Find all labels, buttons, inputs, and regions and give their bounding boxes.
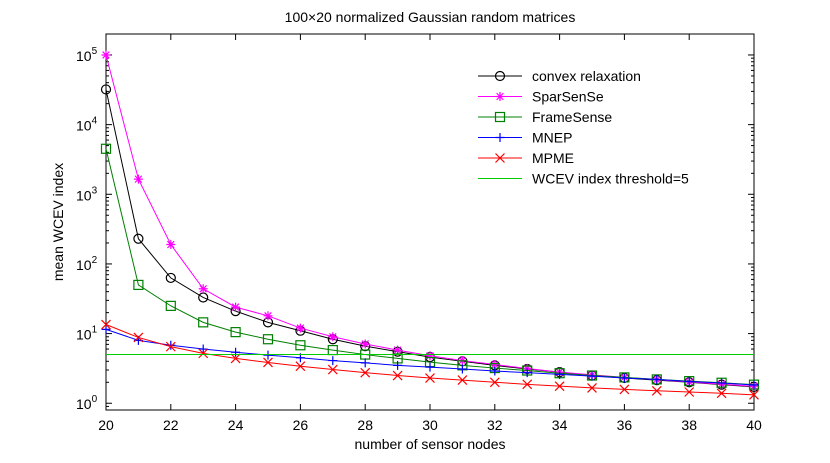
- y-axis-label: mean WCEV index: [50, 163, 66, 281]
- x-tick-label: 30: [422, 417, 438, 433]
- data-point-marker: [328, 332, 338, 342]
- series-mnep: [101, 324, 759, 390]
- data-point-marker: [133, 332, 144, 343]
- data-point-marker: [425, 351, 435, 361]
- data-point-marker: [425, 362, 435, 372]
- x-tick-label: 28: [357, 417, 373, 433]
- y-tick-label: 100: [76, 394, 98, 412]
- data-point-marker: [263, 311, 273, 321]
- legend-label: MNEP: [532, 130, 572, 146]
- data-point-marker: [101, 324, 111, 334]
- data-point-marker: [133, 233, 144, 244]
- legend-marker: [495, 92, 505, 101]
- data-point-marker: [100, 84, 112, 95]
- x-tick-label: 22: [163, 417, 179, 433]
- data-point-marker: [263, 350, 273, 360]
- x-tick-label: 40: [746, 417, 762, 433]
- x-axis-label: number of sensor nodes: [355, 436, 506, 452]
- data-point-marker: [393, 345, 403, 355]
- data-point-marker: [295, 340, 306, 351]
- data-point-marker: [165, 341, 176, 352]
- legend-marker: [494, 70, 506, 82]
- data-point-marker: [100, 143, 112, 154]
- y-tick-label: 101: [76, 325, 98, 343]
- data-point-marker: [295, 323, 305, 333]
- data-point-marker: [490, 366, 500, 376]
- data-point-marker: [393, 360, 403, 370]
- data-point-marker: [555, 369, 565, 379]
- data-point-marker: [360, 339, 370, 349]
- data-point-marker: [392, 370, 403, 381]
- data-point-marker: [101, 319, 111, 330]
- data-point-marker: [360, 367, 371, 378]
- data-point-marker: [231, 347, 241, 357]
- data-point-marker: [684, 387, 695, 397]
- x-tick-label: 32: [487, 417, 503, 433]
- legend-label: convex relaxation: [532, 68, 641, 84]
- legend-label: WCEV index threshold=5: [532, 171, 689, 187]
- y-tick-label: 102: [76, 255, 98, 273]
- data-point-marker: [198, 317, 209, 328]
- data-point-marker: [522, 368, 532, 378]
- data-point-marker: [717, 378, 727, 388]
- x-tick-label: 24: [228, 417, 244, 433]
- data-point-marker: [198, 284, 208, 294]
- legend: convex relaxation SparSenSe FrameSense MNEP…: [478, 68, 689, 187]
- y-tick-label: 103: [76, 185, 98, 203]
- legend-label: FrameSense: [532, 109, 612, 125]
- data-point-marker: [457, 375, 468, 386]
- chart-title: 100×20 normalized Gaussian random matric…: [285, 9, 576, 25]
- data-point-marker: [328, 356, 338, 366]
- data-point-marker: [716, 388, 727, 399]
- data-point-marker: [652, 374, 662, 384]
- data-point-marker: [554, 381, 565, 392]
- data-point-marker: [749, 380, 759, 390]
- data-point-marker: [198, 348, 209, 359]
- data-point-marker: [489, 377, 500, 388]
- data-point-marker: [165, 300, 176, 311]
- data-point-marker: [230, 353, 241, 364]
- data-point-marker: [522, 379, 533, 390]
- data-point-marker: [360, 358, 370, 368]
- data-point-marker: [684, 377, 694, 387]
- data-point-marker: [425, 373, 435, 383]
- x-tick-label: 36: [617, 417, 633, 433]
- data-point-marker: [263, 357, 273, 368]
- data-point-marker: [295, 361, 306, 372]
- data-point-marker: [101, 50, 111, 60]
- y-tick-label: 104: [76, 116, 98, 134]
- data-point-marker: [619, 373, 629, 383]
- data-point-marker: [230, 327, 241, 338]
- legend-marker: [495, 153, 505, 163]
- data-point-marker: [457, 364, 467, 374]
- data-point-marker: [490, 360, 500, 369]
- data-point-marker: [133, 279, 144, 291]
- data-point-marker: [262, 334, 274, 345]
- data-point-marker: [587, 371, 597, 381]
- data-point-marker: [651, 385, 662, 396]
- legend-marker: [494, 111, 506, 123]
- data-point-marker: [749, 389, 759, 400]
- data-point-marker: [619, 384, 630, 395]
- legend-marker: [495, 133, 505, 142]
- data-point-marker: [165, 272, 176, 284]
- plot-area: 20 22 24 26 28 30 32 34 36 38 40 100 101 102 103 104 105: [76, 33, 762, 433]
- legend-label: MPME: [532, 150, 574, 166]
- x-tick-label: 26: [293, 417, 309, 433]
- x-tick-label: 34: [552, 417, 568, 433]
- data-point-marker: [231, 302, 241, 312]
- data-point-marker: [327, 364, 338, 375]
- x-tick-label: 38: [681, 417, 697, 433]
- data-point-marker: [166, 240, 176, 250]
- legend-label: SparSenSe: [532, 89, 604, 105]
- data-point-marker: [587, 382, 597, 393]
- y-tick-label: 105: [76, 46, 98, 64]
- data-point-marker: [198, 344, 208, 354]
- data-point-marker: [133, 174, 143, 184]
- x-tick-label: 20: [98, 417, 114, 433]
